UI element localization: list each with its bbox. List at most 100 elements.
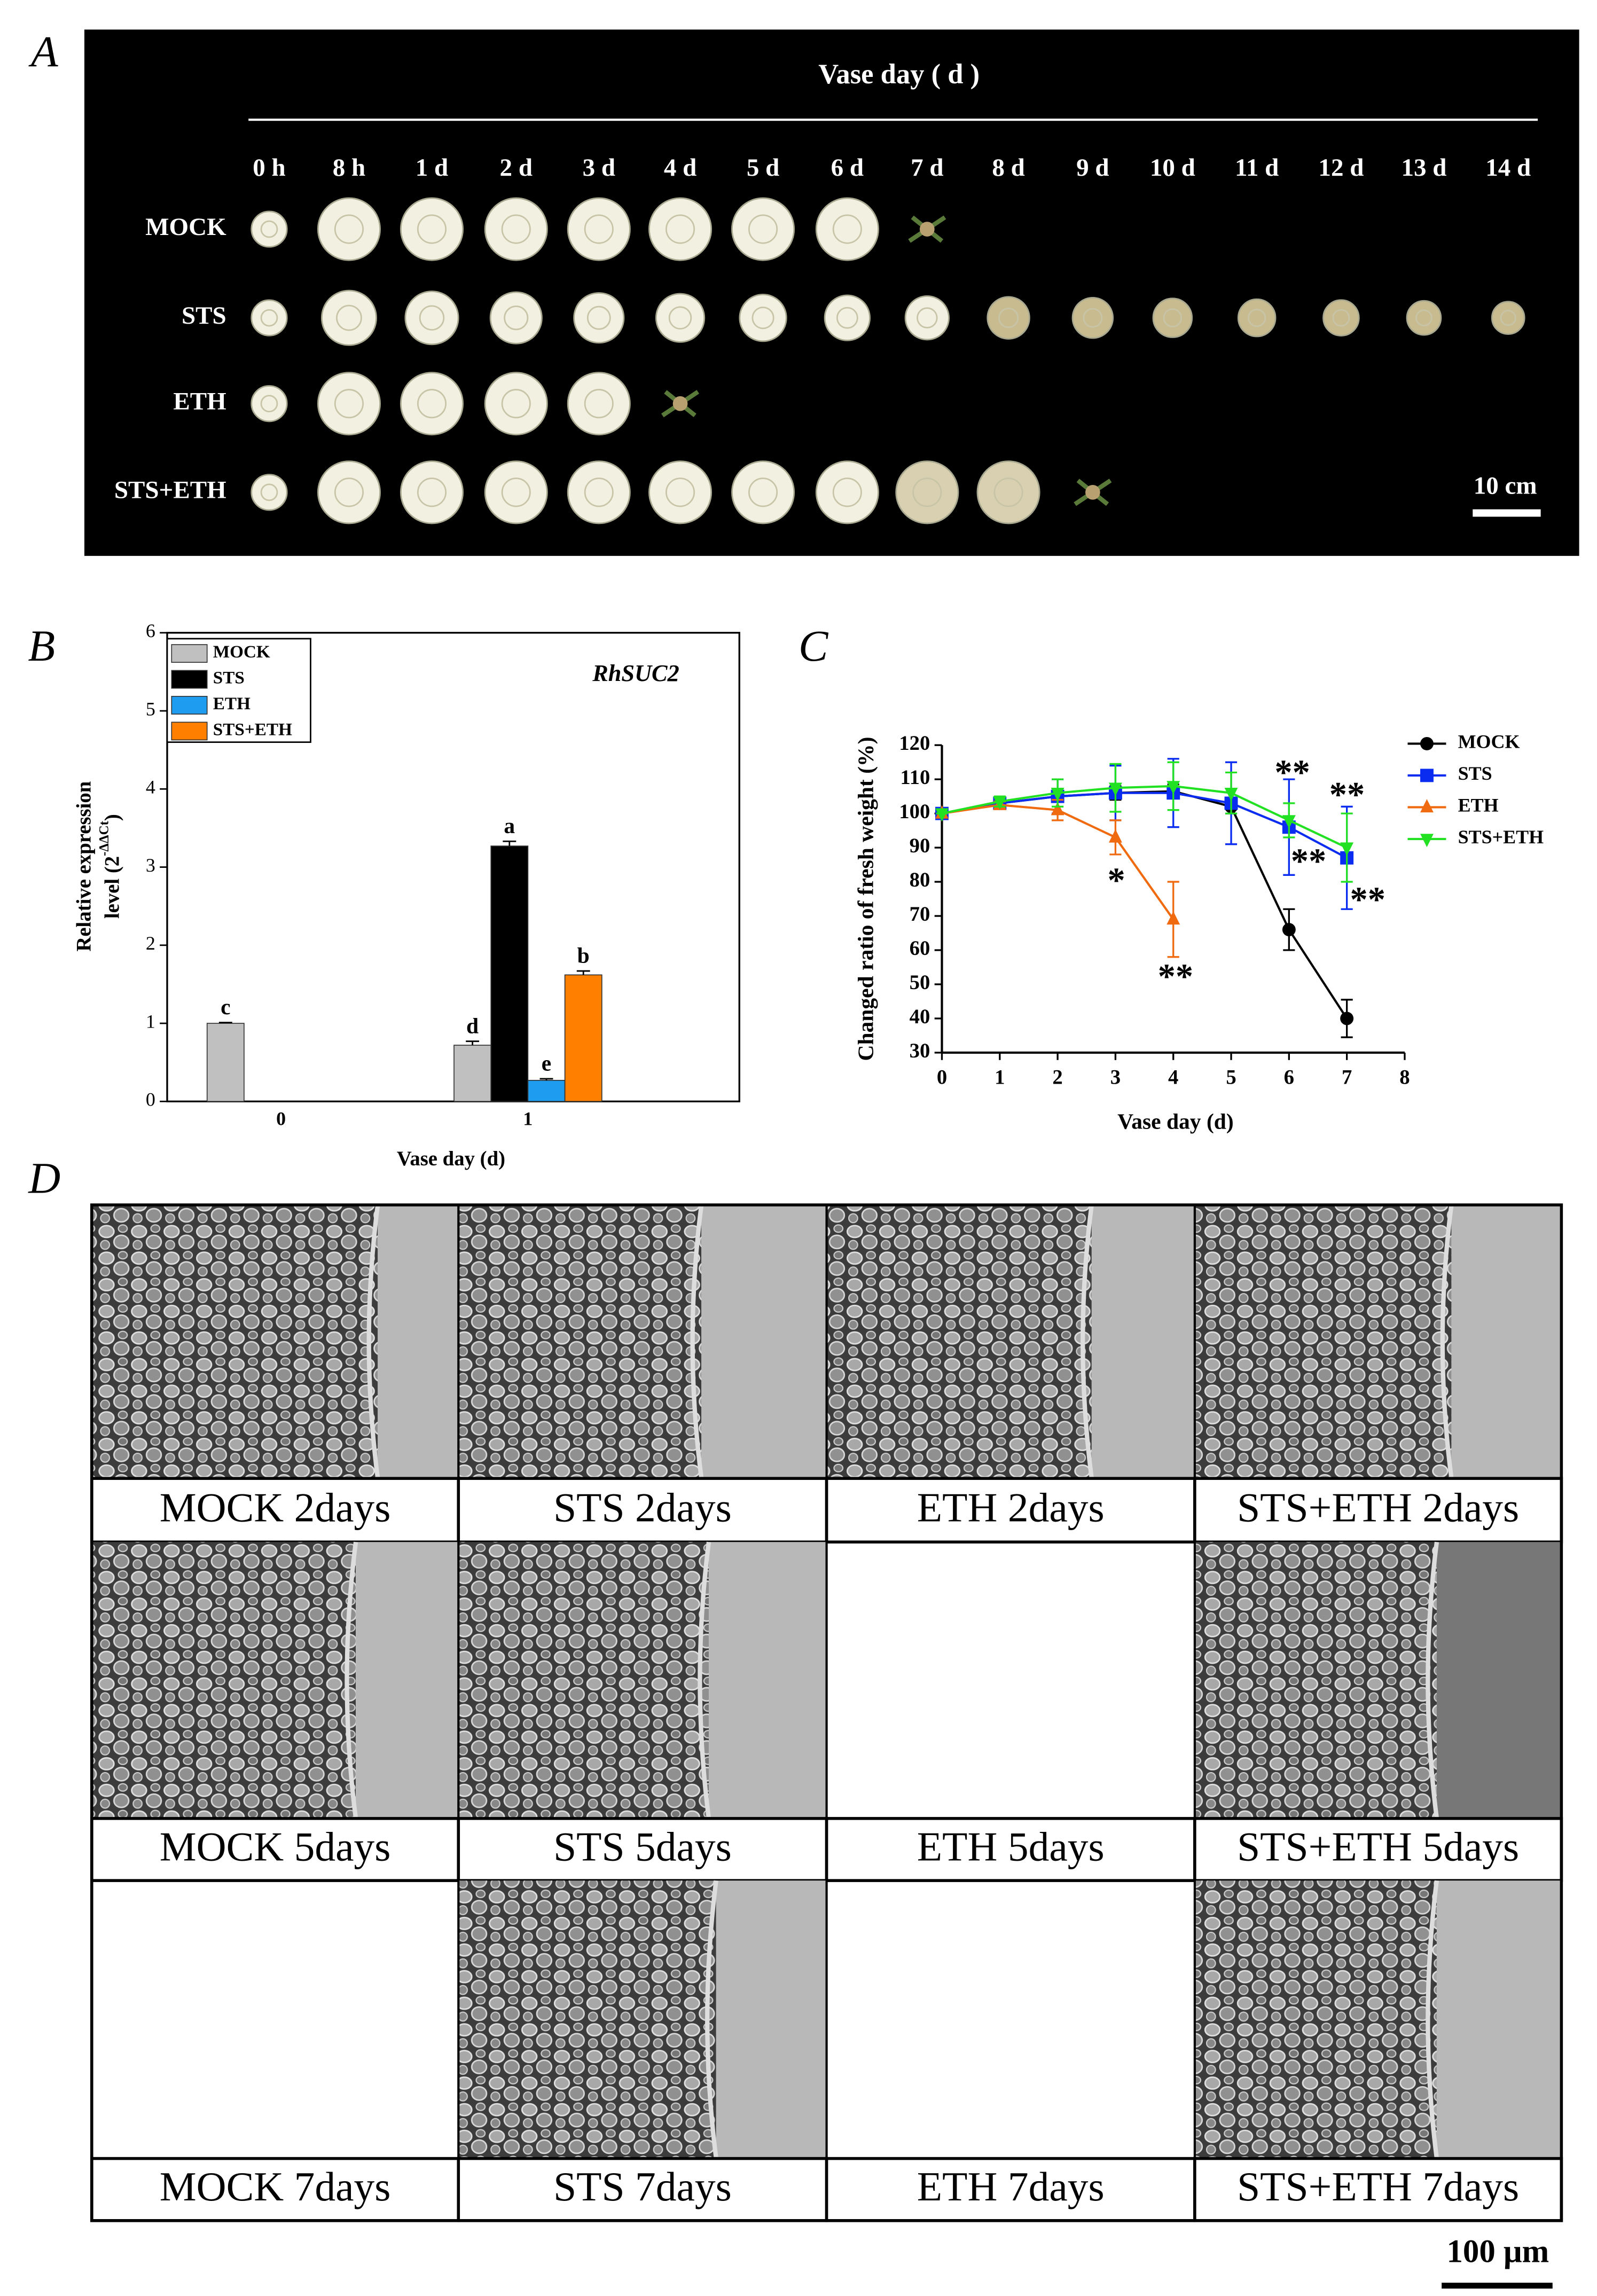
marker <box>1282 923 1296 937</box>
legend-label: MOCK <box>1458 731 1520 753</box>
flower-center <box>584 389 614 419</box>
flower <box>317 197 381 261</box>
x-tick-label: 0 <box>276 1108 286 1130</box>
sem-image <box>826 1205 1092 1479</box>
significance-mark: ** <box>1350 881 1385 920</box>
row-label: STS+ETH <box>114 476 226 504</box>
caption: MOCK 5days <box>160 1824 391 1870</box>
header: Vase day ( d ) <box>818 59 980 90</box>
column-label: 13 d <box>1401 154 1446 182</box>
bar <box>453 1045 492 1102</box>
caption-cell <box>90 2157 460 2222</box>
flower-center <box>334 389 364 419</box>
flower-center <box>334 214 364 244</box>
flower-center <box>912 477 942 507</box>
marker <box>1108 829 1122 843</box>
flower-center <box>1248 309 1266 327</box>
sem-image <box>91 1542 356 1819</box>
flower-center <box>501 389 531 419</box>
significance-letter: a <box>504 813 515 838</box>
x-tick-label: 2 <box>1052 1066 1062 1089</box>
bar <box>527 1079 566 1102</box>
flower <box>400 197 464 261</box>
row-label: STS <box>182 302 226 330</box>
sem-edge <box>1440 1204 1454 1479</box>
series-line <box>942 792 1348 859</box>
y-tick-label: 0 <box>146 1089 155 1110</box>
column-label: 12 d <box>1318 154 1364 182</box>
marker <box>1167 911 1180 925</box>
legend-label: STS+ETH <box>213 719 292 739</box>
flower <box>1071 296 1114 339</box>
sem-edge <box>690 1204 704 1479</box>
flower-center <box>584 477 614 507</box>
flower-center <box>260 309 278 327</box>
sem-edge <box>705 1880 718 2159</box>
flower-center <box>666 477 695 507</box>
legend-marker <box>1420 799 1434 813</box>
caption: STS+ETH 7days <box>1237 2164 1519 2209</box>
y-tick-label: 1 <box>146 1010 155 1032</box>
x-axis-label: Vase day (d) <box>397 1147 505 1170</box>
caption: ETH 7days <box>917 2164 1105 2209</box>
flower <box>567 372 631 436</box>
column-label: 9 d <box>1076 154 1109 182</box>
flower-center <box>917 307 938 328</box>
column-label: 1 d <box>416 154 448 182</box>
y-tick-label: 30 <box>910 1039 930 1062</box>
caption: STS 2days <box>553 1484 732 1530</box>
flower <box>904 295 950 341</box>
flower <box>1491 301 1525 335</box>
x-tick-label: 4 <box>1168 1066 1178 1089</box>
column-label: 8 d <box>992 154 1024 182</box>
marker <box>1224 788 1238 801</box>
caption: STS+ETH 2days <box>1237 1484 1519 1530</box>
flower <box>672 396 688 411</box>
flower-center <box>748 477 778 507</box>
sem-epidermis <box>1091 1205 1195 1479</box>
flower-center <box>419 305 445 331</box>
flower-center <box>836 307 858 329</box>
flower <box>250 385 288 422</box>
bar <box>490 845 529 1102</box>
sem-image <box>458 1542 709 1819</box>
y-axis-label-sup: -ΔΔCt <box>97 820 111 856</box>
caption-cell <box>457 2157 828 2222</box>
legend-label: ETH <box>1458 795 1499 816</box>
flower-center <box>584 214 614 244</box>
column-label: 0 h <box>253 154 285 182</box>
y-tick-label: 6 <box>146 620 155 641</box>
panel-label: D <box>28 1154 60 1203</box>
flower-center <box>260 483 278 501</box>
sem-epidermis <box>378 1205 459 1479</box>
flower <box>250 299 288 336</box>
flower-center <box>1163 308 1183 327</box>
significance-letter: c <box>221 994 230 1019</box>
legend-swatch <box>171 670 208 689</box>
flower-center <box>666 214 695 244</box>
flower-center <box>1083 308 1103 328</box>
caption: ETH 2days <box>917 1484 1105 1530</box>
x-tick-label: 3 <box>1110 1066 1121 1089</box>
sem-epidermis <box>709 1542 827 1819</box>
flower-center <box>501 477 531 507</box>
error-bar <box>503 840 516 847</box>
significance-mark: ** <box>1274 754 1310 793</box>
flower <box>1322 299 1360 336</box>
y-tick-label: 110 <box>900 766 930 789</box>
sem-image <box>91 1205 378 1479</box>
flower-center <box>993 477 1023 507</box>
y-tick-label: 5 <box>146 698 155 719</box>
flower <box>404 291 459 346</box>
legend-label: MOCK <box>213 642 270 662</box>
flower <box>648 197 713 261</box>
flower-center <box>417 477 447 507</box>
flower-center <box>586 305 611 330</box>
y-axis-label: Relative expression <box>73 781 96 952</box>
flower-center <box>1500 310 1516 326</box>
flower <box>815 197 879 261</box>
error-bar <box>539 1078 553 1080</box>
column-label: 6 d <box>831 154 864 182</box>
sem-image <box>458 1880 716 2159</box>
